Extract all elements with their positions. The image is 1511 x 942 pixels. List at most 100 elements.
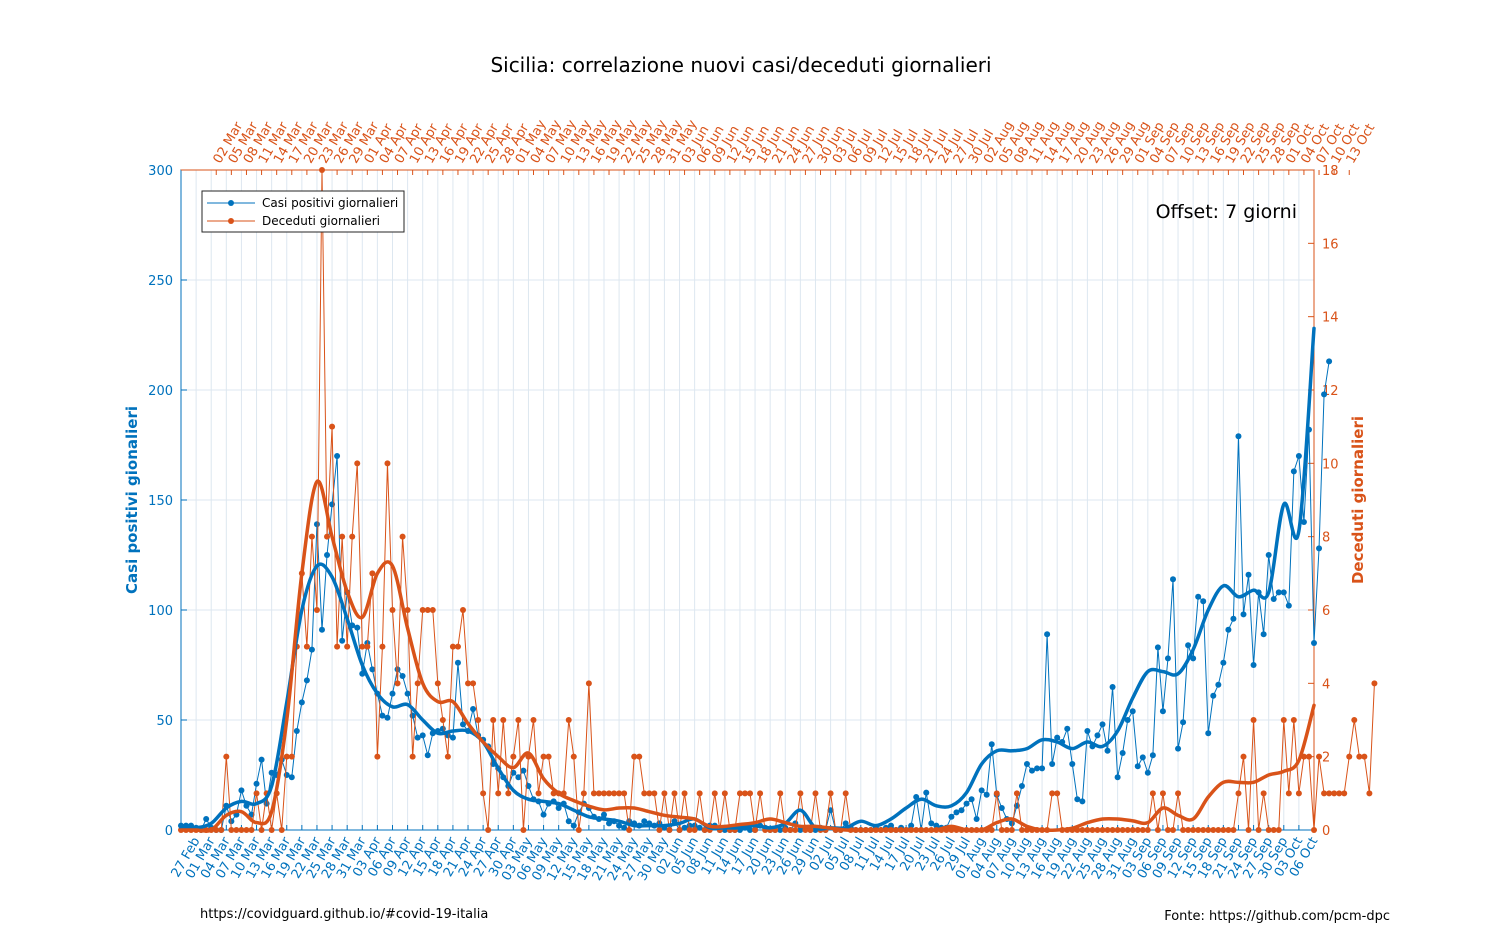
deaths-point — [1270, 827, 1277, 833]
deaths-point — [686, 827, 693, 833]
deaths-point — [424, 607, 431, 613]
y-tick-label-right: 8 — [1322, 531, 1330, 546]
y-tick-label-left: 250 — [148, 274, 173, 289]
cases-point — [1104, 747, 1111, 754]
cases-point — [540, 811, 547, 818]
series — [178, 167, 1378, 833]
deaths-point — [238, 827, 245, 833]
deaths-point — [787, 827, 794, 833]
deaths-point — [696, 790, 703, 797]
cases-point — [339, 637, 346, 644]
legend-label-cases: Casi positivi giornalieri — [262, 196, 398, 210]
deaths-point — [495, 790, 502, 797]
cases-point — [510, 769, 517, 776]
cases-point — [998, 805, 1005, 811]
deaths-point — [1321, 790, 1328, 797]
cases-point — [923, 789, 930, 796]
cases-point — [1190, 655, 1197, 662]
deaths-point — [485, 827, 492, 833]
deaths-point — [218, 827, 225, 833]
deaths-point — [651, 790, 658, 797]
deaths-point — [1134, 827, 1141, 833]
deaths-point — [409, 753, 416, 760]
cases-point — [1054, 734, 1061, 741]
deaths-point — [1260, 790, 1267, 797]
cases-point — [953, 809, 960, 816]
cases-trend-curve — [179, 326, 1316, 831]
cases-point — [1326, 358, 1333, 365]
deaths-point — [701, 827, 708, 833]
deaths-point — [585, 680, 592, 687]
deaths-point — [777, 790, 784, 797]
cases-point — [399, 673, 406, 679]
deaths-point — [449, 643, 456, 650]
y-tick-label-left: 150 — [148, 494, 173, 509]
deaths-point — [1200, 827, 1207, 833]
deaths-point — [1346, 753, 1353, 760]
y-tick-label-left: 100 — [148, 604, 173, 619]
deaths-point — [1316, 753, 1323, 760]
cases-point — [318, 626, 325, 633]
deaths-point — [606, 790, 613, 797]
deaths-point — [741, 790, 748, 797]
deaths-point — [1361, 753, 1368, 760]
deaths-point — [1154, 827, 1161, 833]
y-tick-label-right: 18 — [1322, 164, 1339, 179]
deaths-point — [268, 827, 275, 833]
deaths-point — [1265, 827, 1272, 833]
deaths-point — [228, 827, 235, 833]
deaths-point — [631, 753, 638, 760]
deaths-point — [490, 717, 497, 723]
deaths-point — [1195, 827, 1202, 833]
deaths-point — [1371, 680, 1378, 687]
cases-point — [777, 827, 784, 833]
deaths-point — [626, 827, 633, 833]
cases-point — [1205, 730, 1212, 737]
cases-point — [888, 822, 895, 829]
deaths-point — [600, 790, 607, 797]
cases-point — [948, 813, 955, 820]
cases-point — [1285, 602, 1292, 609]
cases-point — [1119, 750, 1126, 756]
cases-point — [520, 767, 527, 774]
deaths-point — [1255, 827, 1262, 833]
cases-point — [1154, 644, 1161, 651]
cases-point — [1230, 615, 1237, 622]
y-tick-label-left: 300 — [148, 164, 173, 179]
cases-point — [1295, 453, 1302, 459]
cases-point — [1094, 732, 1101, 739]
cases-point — [1124, 717, 1131, 723]
cases-point — [1114, 774, 1121, 781]
cases-point — [565, 818, 572, 825]
deaths-point — [354, 460, 361, 467]
deaths-point — [1336, 790, 1343, 797]
cases-point — [1099, 721, 1106, 728]
deaths-point — [621, 790, 628, 797]
deaths-point — [515, 717, 522, 723]
cases-point — [308, 646, 315, 653]
cases-point — [439, 725, 446, 732]
deaths-point — [414, 680, 421, 687]
deaths-point — [1129, 827, 1136, 833]
cases-point — [1170, 576, 1177, 583]
cases-point — [449, 734, 456, 741]
cases-point — [354, 624, 361, 631]
cases-point — [621, 824, 628, 831]
deaths-point — [595, 790, 602, 797]
deaths-point — [1094, 827, 1101, 833]
cases-point — [1023, 761, 1030, 767]
deaths-point — [1089, 827, 1096, 833]
cases-point — [1240, 611, 1247, 618]
y-tick-label-right: 6 — [1322, 604, 1330, 619]
cases-point — [288, 774, 295, 781]
deaths-point — [611, 790, 618, 797]
deaths-point — [1225, 827, 1232, 833]
cases-point — [238, 787, 245, 794]
cases-point — [1084, 728, 1091, 734]
cases-point — [1270, 596, 1277, 602]
deaths-point — [646, 790, 653, 797]
deaths-point — [324, 533, 331, 540]
deaths-point — [303, 643, 310, 650]
deaths-point — [1245, 827, 1252, 833]
